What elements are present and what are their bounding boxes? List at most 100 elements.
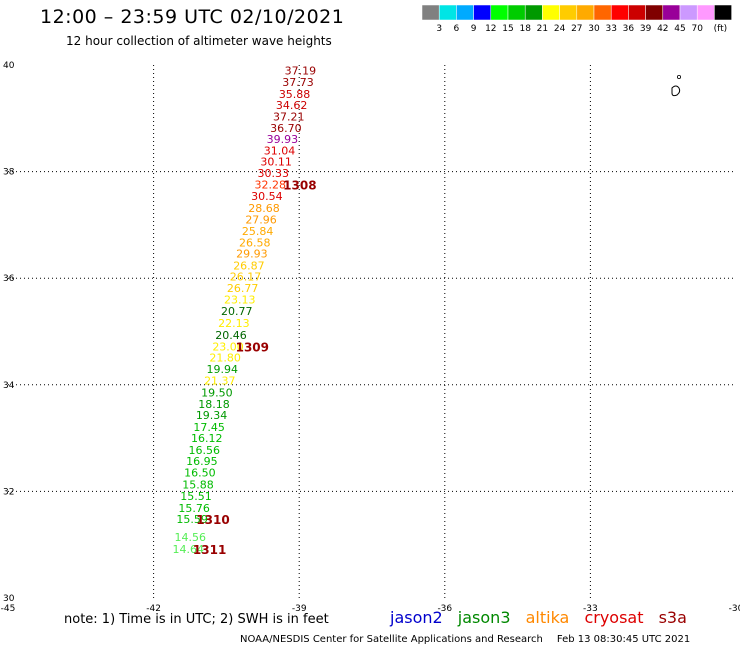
axis-labels: -45 -42 -39 -36 -33 -30 30 32 34 36 38 40 (1, 61, 740, 614)
colorbar-swatch (610, 4, 629, 21)
wave-height-label: 37.19 (285, 64, 317, 77)
colorbar-label: 24 (554, 24, 566, 34)
colorbar-label: 3 (436, 24, 442, 34)
colorbar-label: 70 (691, 24, 703, 34)
orbit-track-label: 1310 (196, 513, 229, 527)
wave-height-label: 19.94 (207, 363, 239, 376)
colorbar-unit: (ft) (714, 24, 728, 34)
lon-tick-label: -33 (583, 604, 598, 614)
wave-height-label: 26.58 (239, 236, 271, 249)
colorbar-swatch (662, 4, 681, 21)
wave-height-label: 16.56 (189, 444, 221, 457)
colorbar-label: 9 (471, 24, 477, 34)
colorbar-label: 15 (502, 24, 513, 34)
colorbar-swatch (679, 4, 698, 21)
wave-height-label: 29.93 (236, 248, 268, 261)
colorbar-swatch (714, 4, 732, 21)
wave-height-label: 16.50 (184, 467, 216, 480)
lat-tick-label: 40 (3, 61, 15, 71)
wave-height-label: 26.87 (233, 259, 265, 272)
orbit-track-label: 1309 (236, 340, 269, 354)
orbit-track-labels: 1308 1309 1310 1311 (193, 178, 317, 557)
mission-cryosat: cryosat (584, 608, 644, 627)
wave-height-label: 17.45 (193, 421, 225, 434)
lon-tick-label: -45 (1, 604, 16, 614)
colorbar-label: 36 (623, 24, 635, 34)
wave-height-colorbar: 3 6 9 12 15 18 21 24 27 30 33 36 39 42 45 70 (ft) (421, 4, 732, 34)
orbit-track-label: 1311 (193, 543, 226, 557)
wave-height-label: 16.12 (191, 432, 223, 445)
wave-height-label: 30.11 (260, 155, 292, 168)
colorbar-swatch (507, 4, 526, 21)
colorbar-swatch (696, 4, 715, 21)
wave-height-label: 16.95 (186, 455, 218, 468)
wave-height-label: 27.96 (245, 214, 277, 227)
wave-height-label: 21.37 (204, 375, 236, 388)
mission-jason2: jason2 (390, 608, 443, 627)
wave-height-label: 36.70 (270, 122, 302, 135)
wave-height-label: 19.34 (196, 409, 228, 422)
wave-height-label: 14.56 (174, 531, 206, 544)
wave-height-label: 35.88 (279, 88, 311, 101)
wave-height-label: 18.18 (198, 398, 230, 411)
colorbar-label: 12 (485, 24, 496, 34)
island-outline (671, 85, 681, 97)
wave-height-label: 20.46 (215, 329, 247, 342)
island-outlines (671, 75, 682, 97)
orbit-track-label: 1308 (283, 178, 316, 192)
wave-height-label: 31.04 (264, 144, 296, 157)
colorbar-swatch (438, 4, 457, 21)
colorbar-label: 30 (588, 24, 600, 34)
wave-height-label: 15.76 (178, 502, 210, 515)
colorbar-swatch (524, 4, 543, 21)
colorbar-label: 27 (571, 24, 582, 34)
island-outline (677, 75, 682, 80)
colorbar-swatch (490, 4, 509, 21)
wave-height-label: 30.33 (257, 167, 289, 180)
wave-height-label: 15.51 (180, 490, 212, 503)
mission-altika: altika (525, 608, 570, 627)
wave-height-label: 20.77 (221, 305, 253, 318)
colorbar-swatch (593, 4, 612, 21)
footnote: note: 1) Time is in UTC; 2) SWH is in fe… (64, 612, 329, 627)
lat-tick-label: 38 (3, 168, 15, 178)
page-subtitle: 12 hour collection of altimeter wave hei… (66, 34, 332, 48)
lon-tick-label: -36 (437, 604, 452, 614)
mission-jason3: jason3 (457, 608, 511, 627)
colorbar-label: 33 (605, 24, 616, 34)
footer-timestamp: Feb 13 08:30:45 UTC 2021 (556, 634, 691, 645)
colorbar-swatch (421, 4, 440, 21)
colorbar-swatch (559, 4, 578, 21)
colorbar-swatch (456, 4, 474, 21)
wave-height-label: 15.88 (182, 478, 214, 491)
wave-height-label: 21.80 (209, 352, 241, 365)
colorbar-label: 18 (519, 24, 531, 34)
wave-height-label: 19.50 (201, 386, 233, 399)
colorbar-label: 39 (640, 24, 652, 34)
colorbar-label: 21 (537, 24, 548, 34)
wave-height-label: 23.00 (212, 340, 244, 353)
lat-tick-label: 32 (3, 487, 14, 497)
colorbar-swatch (473, 4, 492, 21)
colorbar-label: 42 (657, 24, 668, 34)
colorbar-swatch (628, 4, 646, 21)
wave-height-label: 39.93 (267, 133, 299, 146)
wave-height-label: 23.13 (224, 294, 256, 307)
lat-tick-label: 30 (3, 594, 15, 604)
colorbar-swatch (576, 4, 595, 21)
lon-tick-label: -30 (729, 604, 740, 614)
colorbar-swatch (645, 4, 664, 21)
footer-org: NOAA/NESDIS Center for Satellite Applica… (240, 634, 543, 645)
map-grid (8, 65, 736, 598)
wave-height-label: 37.73 (282, 76, 314, 89)
wave-height-label: 32.28 (255, 178, 286, 191)
lon-tick-label: -42 (146, 604, 161, 614)
wave-height-label: 37.21 (273, 111, 305, 124)
mission-legend: jason2 jason3 altika cryosat s3a (390, 608, 697, 627)
wave-height-label: 15.59 (176, 513, 208, 526)
footer: NOAA/NESDIS Center for Satellite Applica… (240, 634, 690, 645)
mission-s3a: s3a (658, 608, 687, 627)
lat-tick-label: 36 (3, 274, 15, 284)
wave-height-label: 26.77 (227, 282, 258, 295)
